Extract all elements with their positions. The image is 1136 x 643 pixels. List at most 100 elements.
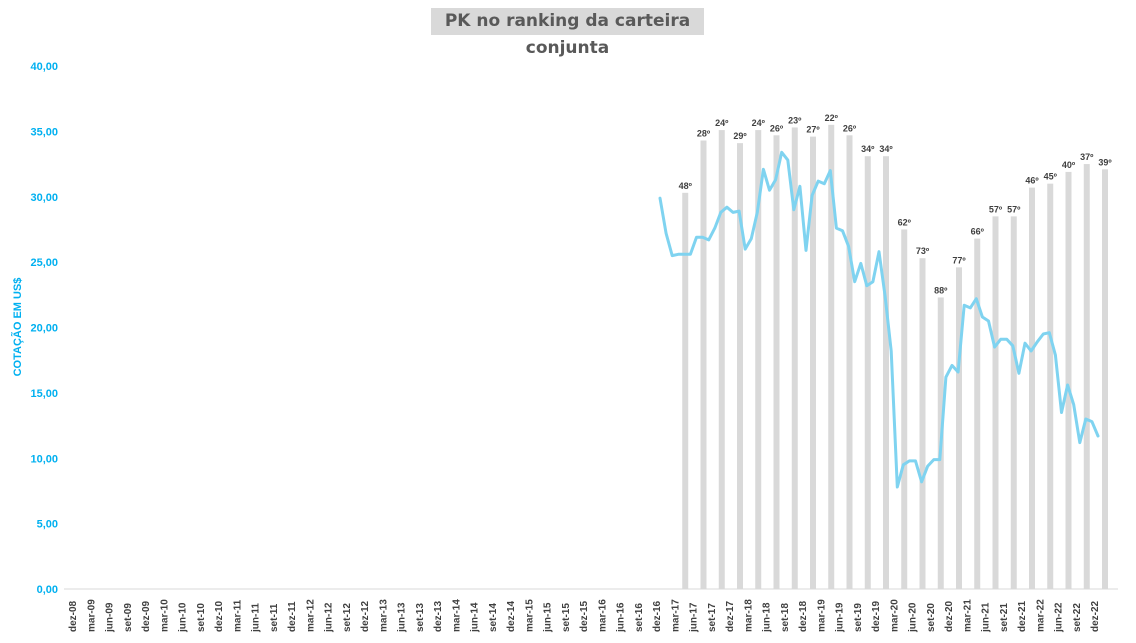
bar-rank-label: 45º (1044, 172, 1058, 182)
x-tick-label: jun-22 (1054, 602, 1065, 633)
bar-rank-label: 34º (879, 144, 893, 154)
x-tick-label: set-19 (853, 603, 864, 632)
x-tick-label: mar-17 (670, 599, 681, 632)
x-tick-label: mar-21 (962, 599, 973, 632)
y-tick-label: 15,00 (30, 388, 58, 400)
x-tick-label: dez-08 (68, 600, 79, 632)
x-tick-label: jun-11 (251, 603, 262, 633)
x-tick-label: jun-13 (397, 602, 408, 633)
x-tick-label: dez-22 (1090, 600, 1101, 632)
x-tick-label: mar-12 (305, 599, 316, 632)
bar-rank-label: 26º (770, 123, 784, 133)
x-tick-label: mar-19 (816, 599, 827, 632)
x-tick-label: jun-17 (689, 602, 700, 633)
bar (718, 130, 725, 589)
bar (828, 124, 835, 590)
x-tick-label: dez-19 (871, 600, 882, 632)
bar (864, 156, 871, 589)
x-tick-label: set-16 (634, 603, 645, 632)
x-tick-label: jun-14 (470, 602, 481, 633)
x-tick-label: mar-13 (378, 599, 389, 632)
bar-rank-label: 37º (1080, 152, 1094, 162)
x-tick-label: set-11 (269, 603, 280, 632)
x-tick-label: mar-16 (597, 599, 608, 632)
bar-rank-label: 34º (861, 144, 875, 154)
x-tick-label: mar-18 (743, 599, 754, 632)
bar (1102, 169, 1108, 590)
y-tick-label: 25,00 (30, 257, 58, 269)
y-tick-label: 10,00 (30, 453, 58, 465)
bar-rank-label: 29º (733, 131, 747, 141)
x-tick-label: dez-16 (652, 600, 663, 632)
x-tick-label: dez-20 (944, 600, 955, 632)
bar-rank-label: 57º (1007, 204, 1021, 214)
x-tick-label: set-10 (196, 603, 207, 632)
x-tick-label: jun-19 (835, 602, 846, 633)
x-tick-label: set-09 (123, 603, 134, 632)
bar (791, 127, 798, 589)
bar-rank-label: 48º (679, 181, 693, 191)
bar (992, 216, 999, 590)
bar-rank-label: 40º (1062, 160, 1076, 170)
bar-rank-label: 88º (934, 285, 948, 295)
x-tick-label: set-15 (561, 603, 572, 632)
y-tick-label: 35,00 (30, 126, 58, 138)
y-tick-label: 40,00 (30, 61, 58, 73)
x-tick-label: dez-21 (1017, 600, 1028, 632)
y-tick-label: 30,00 (30, 192, 58, 204)
bars-layer (682, 124, 1108, 590)
x-tick-label: mar-09 (86, 599, 97, 632)
x-tick-label: dez-13 (433, 600, 444, 632)
x-tick-label: jun-10 (178, 602, 189, 633)
bar (737, 143, 743, 589)
chart-title: PK no ranking da carteira conjunta (431, 8, 704, 58)
x-tick-label: set-20 (926, 603, 937, 632)
y-tick-label: 0,00 (37, 584, 58, 596)
bar (755, 130, 762, 589)
bar-rank-label: 77º (952, 255, 966, 265)
rank-labels-layer: 48º 28º 24º 29º 24º 26º 23º 27º 22º 26º 34º 34º 62º 7… (679, 113, 1113, 296)
x-tick-label: mar-11 (232, 599, 243, 632)
bar (1029, 187, 1035, 589)
x-tick-label: jun-09 (105, 602, 116, 633)
bar-rank-label: 66º (971, 227, 985, 237)
x-tick-label: jun-12 (324, 602, 335, 633)
x-tick-label: dez-17 (725, 600, 736, 632)
x-tick-label: dez-12 (360, 600, 371, 632)
bar (974, 238, 981, 589)
bar (919, 258, 926, 589)
x-tick-label: jun-18 (762, 602, 773, 633)
bar-rank-label: 57º (989, 204, 1003, 214)
x-tick-label: set-12 (342, 603, 353, 632)
x-tick-label: dez-18 (798, 600, 809, 632)
x-tick-label: set-18 (780, 603, 791, 632)
bar (1047, 183, 1054, 590)
x-tick-label: set-21 (999, 603, 1010, 632)
bar (810, 136, 816, 590)
x-tick-label: jun-16 (616, 602, 627, 633)
x-tick-label: jun-15 (543, 602, 554, 633)
x-ticks-layer: dez-08 mar-09 jun-09 set-09 dez-09 mar-10 jun-… (68, 599, 1101, 633)
bar (901, 229, 908, 589)
price-line (658, 150, 1100, 489)
bar (1083, 164, 1090, 589)
x-tick-label: mar-15 (524, 599, 535, 632)
bar (1010, 216, 1017, 590)
x-tick-label: dez-09 (141, 600, 152, 632)
bar (700, 140, 707, 589)
x-tick-label: set-22 (1072, 603, 1083, 632)
bar-rank-label: 27º (806, 125, 820, 135)
x-tick-label: jun-21 (981, 602, 992, 633)
x-tick-label: dez-15 (579, 600, 590, 632)
y-tick-label: 5,00 (37, 519, 58, 531)
bar (883, 156, 889, 589)
x-tick-label: jun-20 (908, 602, 919, 633)
y-tick-label: 20,00 (30, 323, 58, 335)
bar-rank-label: 23º (788, 115, 802, 125)
bar (682, 192, 689, 589)
bar-rank-label: 28º (697, 129, 711, 139)
bar (1065, 171, 1072, 589)
x-tick-label: set-13 (415, 603, 426, 632)
x-tick-label: dez-11 (287, 601, 298, 632)
